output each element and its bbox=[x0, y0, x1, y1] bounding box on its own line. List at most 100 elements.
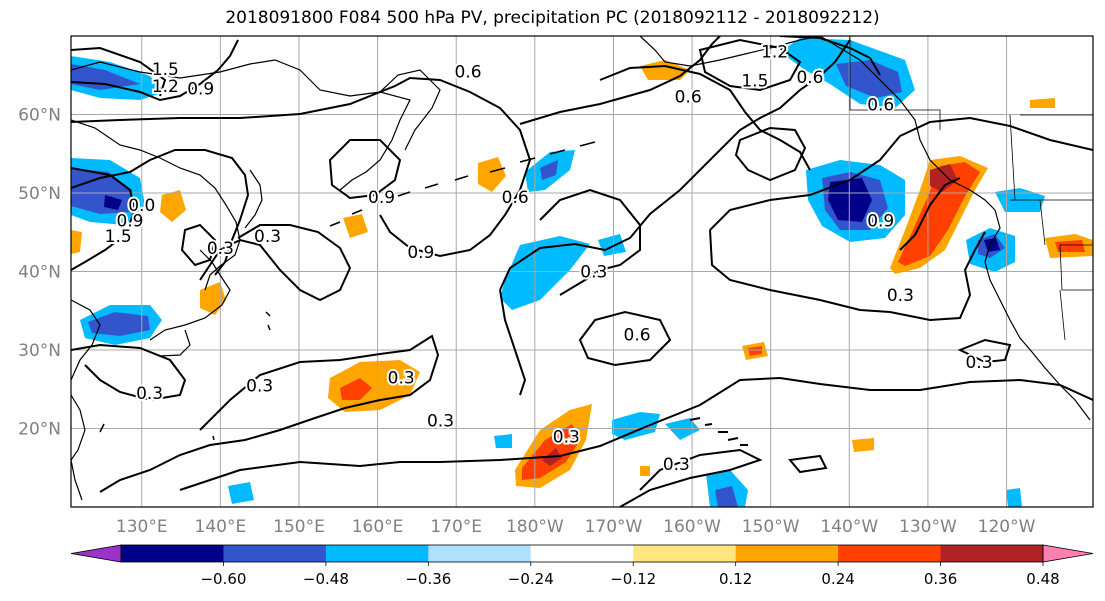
shade-positive bbox=[340, 378, 372, 400]
contour-line bbox=[889, 231, 986, 322]
contour-labels: 1.51.2 0.90.60.61.51.20.60.60.60.90.90.30… bbox=[103, 41, 995, 477]
pv-contours bbox=[71, 36, 1093, 507]
shade-negative bbox=[612, 412, 660, 440]
contour-line bbox=[328, 139, 402, 200]
contour-label: 0.9 bbox=[407, 243, 434, 263]
shade-positive bbox=[478, 157, 506, 192]
colorbar-outline bbox=[120, 544, 1044, 563]
latitude-tick-label: 20°N bbox=[18, 420, 61, 440]
contour-label: 0.9 bbox=[867, 211, 894, 231]
shade-positive bbox=[930, 164, 958, 192]
shade-positive bbox=[748, 346, 762, 356]
contour-line bbox=[179, 376, 1093, 491]
colorbar-tick-label: −0.60 bbox=[200, 570, 246, 588]
coast-aleutians bbox=[329, 141, 596, 227]
contour-label: 0.3 bbox=[553, 427, 580, 447]
longitude-tick-label: 170°E bbox=[430, 517, 482, 537]
contour-line bbox=[957, 338, 1012, 364]
longitude-tick-label: 130°E bbox=[116, 517, 168, 537]
colorbar-tick-label: −0.36 bbox=[405, 570, 451, 588]
longitude-tick-label: 160°W bbox=[663, 517, 721, 537]
contour-label: 0.6 bbox=[796, 68, 823, 88]
colorbar-segment bbox=[428, 545, 532, 562]
shade-negative bbox=[836, 60, 902, 98]
contour-line bbox=[899, 177, 961, 251]
longitude-tick-label: 140°E bbox=[195, 517, 247, 537]
coast-japan bbox=[149, 249, 231, 357]
contour-label: 0.9 bbox=[116, 211, 143, 231]
contour-line bbox=[619, 448, 763, 507]
contour-label: 0.3 bbox=[254, 227, 281, 247]
latitude-tick-label: 30°N bbox=[18, 341, 61, 361]
latitude-tick-label: 40°N bbox=[18, 263, 61, 283]
contour-line bbox=[180, 223, 217, 267]
shade-positive bbox=[640, 466, 650, 476]
shade-positive bbox=[71, 230, 82, 254]
latitude-tick-label: 50°N bbox=[18, 184, 61, 204]
contour-line bbox=[539, 188, 641, 296]
colorbar-extend-high bbox=[1042, 544, 1094, 563]
shade-positive bbox=[343, 214, 368, 238]
contour-line bbox=[71, 46, 167, 97]
shade-negative bbox=[494, 434, 512, 448]
contour-label: 0.3 bbox=[580, 263, 607, 283]
latitude-tick-label: 60°N bbox=[18, 106, 61, 126]
colorbar-segment bbox=[940, 545, 1044, 562]
shade-negative bbox=[984, 238, 1000, 252]
contour-label: 0.6 bbox=[502, 188, 529, 208]
contour-label: 0.0 bbox=[128, 196, 155, 216]
shade-positive bbox=[898, 162, 980, 266]
shade-positive bbox=[852, 438, 874, 452]
contour-line bbox=[199, 224, 352, 302]
shade-negative bbox=[228, 482, 254, 504]
contour-line bbox=[71, 39, 239, 102]
map-title: 2018091800 F084 500 hPa PV, precipitatio… bbox=[225, 8, 880, 28]
contour-label: 1.5 bbox=[741, 72, 768, 92]
longitude-tick-label: 180°W bbox=[506, 517, 564, 537]
longitude-tick-label: 130°W bbox=[899, 517, 957, 537]
longitude-labels: 130°E 140°E 150°E 160°E 170°E 180°W 170°W 160°W… bbox=[116, 517, 1036, 537]
colorbar-tick-label: 0.36 bbox=[924, 570, 957, 588]
map-border bbox=[70, 35, 1094, 508]
contour-label: 0.3 bbox=[427, 412, 454, 432]
shade-positive bbox=[640, 60, 690, 80]
colorbar-tick-label: 0.12 bbox=[719, 570, 752, 588]
coast-hawaii bbox=[689, 417, 748, 446]
colorbar-segment bbox=[530, 545, 634, 562]
longitude-tick-label: 120°W bbox=[978, 517, 1036, 537]
shade-positive bbox=[1030, 98, 1055, 108]
shade-negative bbox=[104, 195, 122, 210]
contour-line bbox=[71, 167, 137, 271]
longitude-tick-label: 160°E bbox=[352, 517, 404, 537]
contour-line bbox=[709, 116, 1093, 231]
contour-label: 0.3 bbox=[887, 286, 914, 306]
contour-line bbox=[788, 454, 828, 474]
contour-label: 0.3 bbox=[663, 455, 690, 475]
colorbar-segment bbox=[735, 545, 839, 562]
contour-label: 1.2 bbox=[152, 77, 179, 97]
contour-label: 0.3 bbox=[246, 376, 273, 396]
contour-line bbox=[779, 36, 881, 76]
shade-negative bbox=[500, 236, 590, 310]
colorbar-segment bbox=[838, 545, 942, 562]
contour-label: 0.3 bbox=[136, 384, 163, 404]
contour-label: 0.9 bbox=[368, 188, 395, 208]
contour-line bbox=[499, 289, 527, 396]
coast-islands bbox=[99, 311, 271, 441]
contour-line bbox=[599, 64, 811, 171]
contour-line bbox=[734, 126, 807, 182]
colorbar-tick-label: 0.24 bbox=[821, 570, 854, 588]
contour-line bbox=[698, 38, 802, 92]
colorbar-segment bbox=[223, 545, 327, 562]
shade-negative bbox=[88, 312, 150, 336]
contour-line bbox=[71, 149, 250, 276]
contour-label: 0.3 bbox=[388, 368, 415, 388]
longitude-tick-label: 170°W bbox=[585, 517, 643, 537]
contour-line bbox=[709, 229, 891, 313]
coast-alaska bbox=[639, 36, 996, 211]
coast-china bbox=[71, 299, 101, 501]
contour-label: 0.9 bbox=[187, 80, 214, 100]
shade-negative bbox=[540, 160, 558, 180]
contour-line bbox=[578, 310, 672, 367]
